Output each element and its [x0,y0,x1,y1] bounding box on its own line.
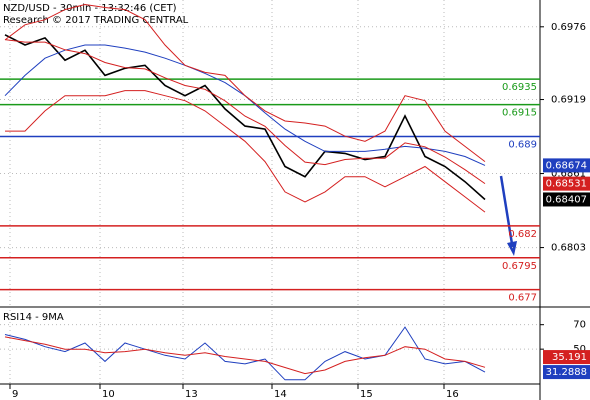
y-tick-label: 70 [573,320,586,331]
x-tick-label: 15 [360,389,373,400]
y-tick-label: 0.6861 [551,169,586,180]
chart-title: NZD/USD - 30min - 13:32:46 (CET) [3,3,177,14]
level-label: 0.6795 [502,261,537,272]
x-tick-label: 16 [446,389,459,400]
chart-subtitle: Research © 2017 TRADING CENTRAL [3,15,189,26]
value-tag [543,365,590,380]
level-label: 0.6915 [502,108,537,119]
series-line [4,336,486,375]
series-line [4,34,486,201]
value-tag-label: 35.191 [552,352,587,363]
value-tag [543,192,590,207]
value-tag-label: 0.68531 [546,179,587,190]
value-tag-label: 31.2888 [546,367,587,378]
level-label: 0.682 [508,229,537,240]
series-line [5,90,486,213]
series-line [4,39,486,185]
y-tick-label: 50 [573,344,586,355]
value-tag [543,176,590,191]
y-tick-label: 0.6919 [551,95,586,106]
arrow-head [507,241,517,256]
series-line [4,326,486,381]
x-tick-label: 10 [102,389,115,400]
x-tick-label: 13 [185,389,198,400]
value-tag [543,158,590,173]
x-tick-label: 9 [12,389,18,400]
value-tag-label: 0.68407 [546,194,587,205]
level-label: 0.689 [508,140,537,151]
level-label: 0.677 [508,293,537,304]
y-tick-label: 0.6803 [551,243,586,254]
level-label: 0.6935 [502,82,537,93]
value-tag [543,350,590,365]
rsi-title: RSI14 - 9MA [3,312,64,323]
forecast-arrow [499,175,517,256]
value-tag-label: 0.68674 [546,160,587,171]
series-line [4,3,486,162]
y-tick-label: 0.6976 [551,22,586,33]
x-tick-label: 14 [274,389,287,400]
arrow-shaft [499,175,514,245]
